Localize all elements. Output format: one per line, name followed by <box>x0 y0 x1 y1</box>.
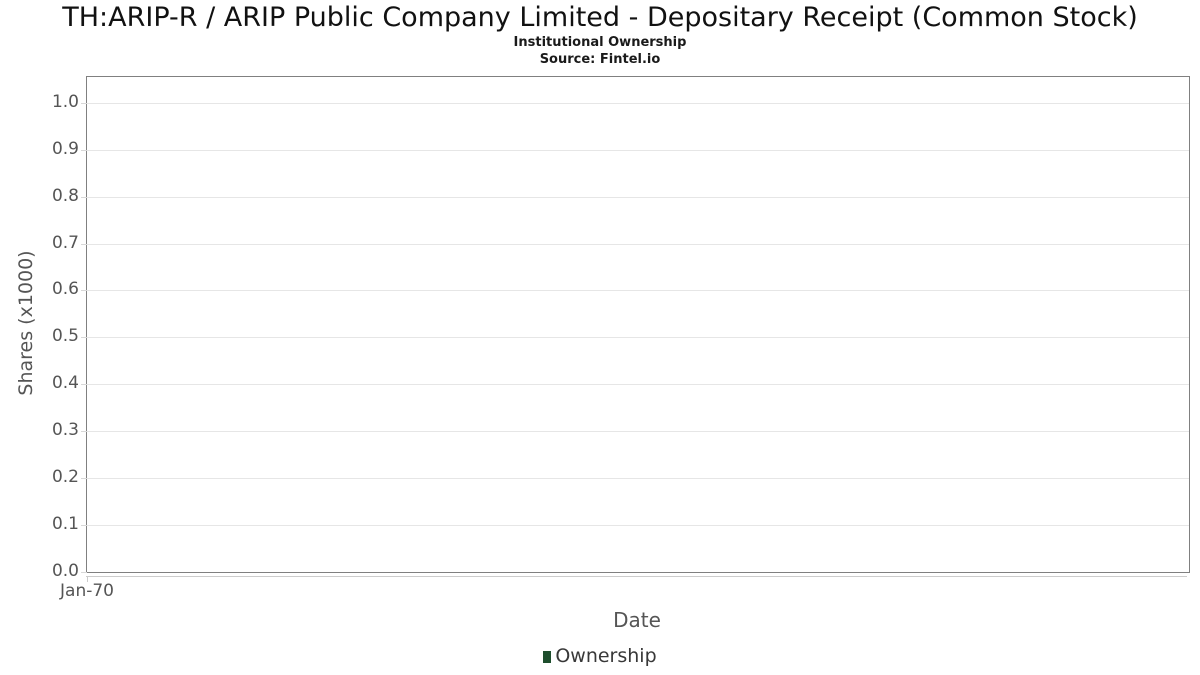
x-axis-title: Date <box>613 608 661 632</box>
y-tick-label: 0.4 <box>51 373 79 394</box>
gridline <box>87 149 1189 151</box>
y-axis-tick-mark <box>81 384 87 386</box>
plot-area <box>81 76 1190 573</box>
y-tick-label: 0.8 <box>51 185 79 206</box>
y-axis-tick-mark <box>81 478 87 480</box>
legend-item-ownership[interactable]: Ownership <box>0 645 1200 667</box>
x-axis-tick-mark <box>87 577 88 582</box>
y-tick-label: 0.3 <box>51 420 79 441</box>
chart-title: TH:ARIP-R / ARIP Public Company Limited … <box>62 2 1138 33</box>
gridline <box>87 478 1189 480</box>
ownership-legend-marker-icon <box>543 650 552 663</box>
y-axis-tick-mark <box>81 243 87 245</box>
y-tick-label: 0.2 <box>51 467 79 488</box>
chart-subtitle: Institutional Ownership <box>513 35 687 50</box>
y-axis-tick-mark <box>81 525 87 527</box>
y-axis-tick-mark <box>81 290 87 292</box>
y-axis-tick-mark <box>81 572 87 573</box>
y-tick-label: 0.6 <box>51 279 79 300</box>
gridline <box>87 525 1189 527</box>
y-axis-tick-mark <box>81 431 87 433</box>
legend-item-label: Ownership <box>555 645 657 667</box>
gridline <box>87 102 1189 104</box>
gridline <box>87 290 1189 292</box>
y-tick-label: 0.0 <box>51 561 79 581</box>
gridline <box>87 196 1189 198</box>
gridline <box>87 337 1189 339</box>
chart-source-label: Source: Fintel.io <box>539 52 661 67</box>
y-tick-label: 0.7 <box>51 232 79 253</box>
gridline <box>87 243 1189 245</box>
y-axis-tick-mark <box>81 196 87 198</box>
x-tick-label: Jan-70 <box>60 581 114 601</box>
gridline <box>87 431 1189 433</box>
y-axis-tick-mark <box>81 337 87 339</box>
x-axis-line <box>86 576 1187 577</box>
y-tick-label: 1.0 <box>51 91 79 112</box>
y-axis-tick-labels: 0.0 0.1 0.2 0.3 0.4 0.5 0.6 0.7 0.8 0.9 1.0 <box>0 76 79 581</box>
y-tick-label: 0.9 <box>51 138 79 159</box>
gridline <box>87 384 1189 386</box>
y-axis-tick-mark <box>81 102 87 104</box>
y-tick-label: 0.1 <box>51 514 79 535</box>
y-tick-label: 0.5 <box>51 326 79 347</box>
y-axis-tick-mark <box>81 149 87 151</box>
